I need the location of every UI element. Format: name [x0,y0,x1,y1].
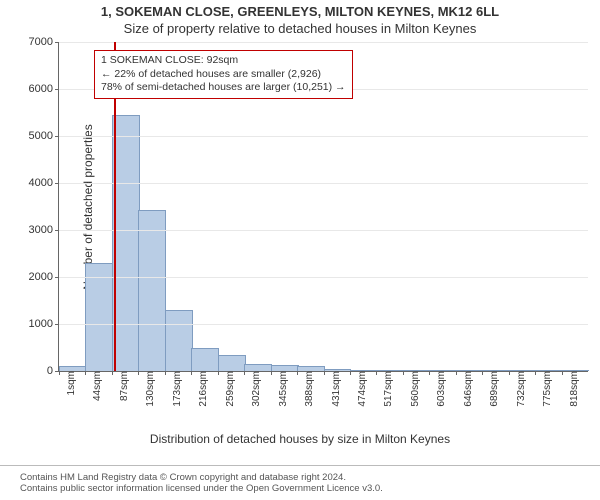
x-tick-label: 388sqm [302,371,315,407]
x-tick-mark [59,371,60,375]
x-tick-label: 732sqm [514,371,527,407]
x-tick-label: 130sqm [143,371,156,407]
y-tick-mark [55,42,59,43]
x-tick-mark [429,371,430,375]
x-tick-label: 517sqm [381,371,394,407]
x-tick-mark [191,371,192,375]
plot-area: 1 SOKEMAN CLOSE: 92sqm ← 22% of detached… [58,42,588,372]
x-tick-mark [482,371,483,375]
annotation-line2: ← 22% of detached houses are smaller (2,… [101,68,346,82]
x-tick-mark [112,371,113,375]
x-tick-label: 1sqm [64,371,77,395]
histogram-bar [85,263,113,371]
x-tick-label: 646sqm [461,371,474,407]
footer-line1: Contains HM Land Registry data © Crown c… [0,472,600,483]
x-tick-mark [350,371,351,375]
histogram-bar [191,348,219,371]
y-tick-mark [55,324,59,325]
x-tick-mark [297,371,298,375]
chart-container: 1, SOKEMAN CLOSE, GREENLEYS, MILTON KEYN… [0,0,600,500]
x-tick-mark [403,371,404,375]
gridline [59,324,588,325]
x-axis-label: Distribution of detached houses by size … [0,432,600,446]
x-tick-mark [271,371,272,375]
x-tick-label: 173sqm [170,371,183,407]
x-tick-mark [456,371,457,375]
y-tick-mark [55,277,59,278]
histogram-bar [112,115,140,371]
x-tick-mark [244,371,245,375]
x-tick-label: 775sqm [540,371,553,407]
histogram-bar [165,310,193,371]
gridline [59,230,588,231]
x-tick-mark [509,371,510,375]
x-tick-mark [138,371,139,375]
x-tick-mark [85,371,86,375]
x-tick-label: 474sqm [355,371,368,407]
histogram-bar [218,355,246,371]
annotation-line3: 78% of semi-detached houses are larger (… [101,81,346,95]
x-tick-label: 216sqm [196,371,209,407]
footer: Contains HM Land Registry data © Crown c… [0,465,600,494]
gridline [59,183,588,184]
x-tick-label: 603sqm [434,371,447,407]
x-tick-label: 259sqm [223,371,236,407]
x-tick-label: 87sqm [117,371,130,401]
x-tick-mark [535,371,536,375]
gridline [59,136,588,137]
plot-outer: Number of detached properties 1 SOKEMAN … [58,42,588,372]
chart-title-main: 1, SOKEMAN CLOSE, GREENLEYS, MILTON KEYN… [0,4,600,19]
x-tick-mark [562,371,563,375]
x-tick-label: 689sqm [487,371,500,407]
annotation-box: 1 SOKEMAN CLOSE: 92sqm ← 22% of detached… [94,50,353,99]
x-tick-mark [165,371,166,375]
y-tick-mark [55,183,59,184]
x-tick-label: 345sqm [276,371,289,407]
gridline [59,42,588,43]
histogram-bar [244,364,272,371]
chart-title-sub: Size of property relative to detached ho… [0,21,600,36]
x-tick-label: 302sqm [249,371,262,407]
x-tick-label: 44sqm [90,371,103,401]
y-tick-mark [55,136,59,137]
x-tick-mark [218,371,219,375]
x-tick-label: 431sqm [329,371,342,407]
histogram-bar [138,210,166,371]
x-tick-mark [376,371,377,375]
footer-line2: Contains public sector information licen… [0,483,600,494]
x-tick-label: 560sqm [408,371,421,407]
y-tick-mark [55,230,59,231]
annotation-line1: 1 SOKEMAN CLOSE: 92sqm [101,54,346,68]
gridline [59,277,588,278]
x-tick-label: 818sqm [567,371,580,407]
x-tick-mark [324,371,325,375]
y-tick-mark [55,89,59,90]
